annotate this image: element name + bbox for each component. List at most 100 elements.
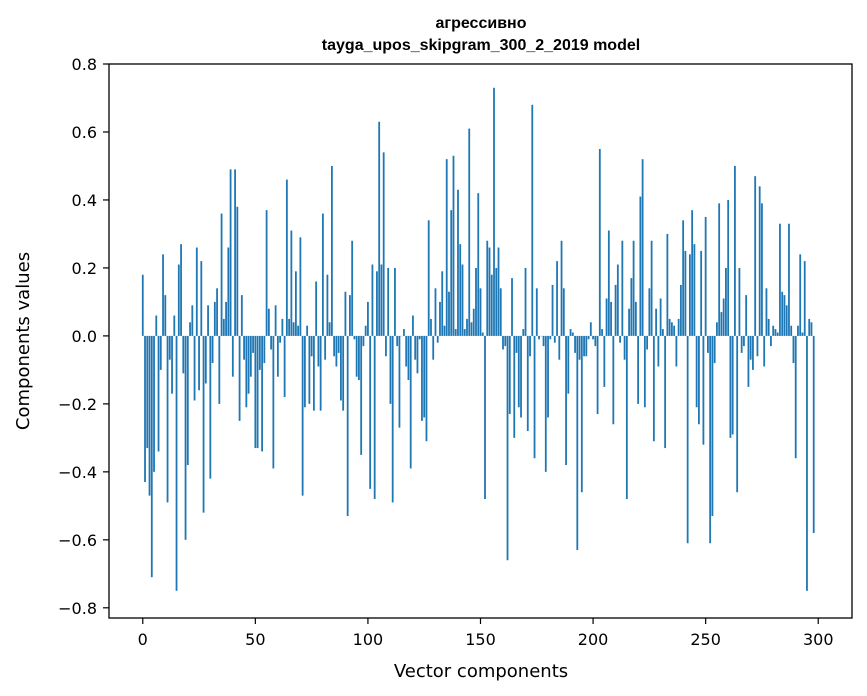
bar-12 xyxy=(168,335,171,360)
bar-176 xyxy=(538,335,540,340)
bar-266 xyxy=(740,335,743,353)
bar-47 xyxy=(247,335,250,394)
bar-256 xyxy=(718,203,721,336)
bar-253 xyxy=(711,335,714,517)
bar-2 xyxy=(146,335,149,449)
bar-259 xyxy=(725,267,727,336)
bar-210 xyxy=(614,284,617,336)
y-axis-label: Components values xyxy=(13,252,34,430)
bar-6 xyxy=(155,315,158,336)
bar-5 xyxy=(153,335,155,472)
bar-16 xyxy=(177,264,180,336)
bar-0 xyxy=(141,274,144,336)
bar-172 xyxy=(529,335,531,357)
bar-198 xyxy=(587,335,590,340)
bar-186 xyxy=(560,240,563,336)
x-tick-label: 50 xyxy=(245,630,265,649)
bar-162 xyxy=(506,335,509,561)
x-axis-ticks: 0 50 100 150 200 250 300 xyxy=(138,618,834,649)
bar-152 xyxy=(484,335,486,500)
bar-129 xyxy=(432,335,435,360)
bars-group xyxy=(141,87,815,591)
bar-54 xyxy=(263,335,266,364)
bar-38 xyxy=(227,247,230,336)
bar-10 xyxy=(164,295,167,336)
bar-127 xyxy=(427,220,430,336)
bar-297 xyxy=(810,322,813,336)
bar-223 xyxy=(643,335,646,408)
bar-247 xyxy=(698,335,700,425)
bar-48 xyxy=(249,335,252,377)
bar-78 xyxy=(317,335,320,367)
bar-276 xyxy=(763,335,766,367)
bar-109 xyxy=(387,267,390,336)
bar-11 xyxy=(166,335,169,503)
bar-149 xyxy=(477,193,480,336)
bar-242 xyxy=(686,335,689,544)
bar-235 xyxy=(670,322,673,336)
bar-62 xyxy=(281,318,284,336)
bar-31 xyxy=(211,335,214,364)
bar-252 xyxy=(709,335,712,544)
bar-99 xyxy=(364,325,367,336)
bar-234 xyxy=(668,318,671,336)
bar-97 xyxy=(360,335,363,455)
bar-75 xyxy=(310,335,313,357)
bar-87 xyxy=(337,335,340,353)
bar-45 xyxy=(243,335,245,360)
bar-21 xyxy=(189,322,191,336)
bar-150 xyxy=(479,288,482,336)
bar-9 xyxy=(162,254,164,336)
bar-182 xyxy=(551,284,554,336)
bar-155 xyxy=(490,274,493,336)
y-tick-label: 0.4 xyxy=(72,191,97,210)
bar-291 xyxy=(797,325,799,336)
bar-298 xyxy=(812,335,815,534)
bar-66 xyxy=(290,230,293,336)
bar-227 xyxy=(652,335,655,442)
bar-217 xyxy=(630,278,633,336)
bar-254 xyxy=(713,335,716,364)
bar-244 xyxy=(691,210,694,336)
bar-215 xyxy=(625,335,628,500)
bar-185 xyxy=(558,335,561,360)
bar-164 xyxy=(511,278,513,336)
chart-title-line-1: агрессивно xyxy=(436,15,527,32)
bar-69 xyxy=(297,325,300,336)
bar-282 xyxy=(776,332,779,336)
bar-18 xyxy=(182,335,185,374)
bar-228 xyxy=(655,308,658,336)
bar-79 xyxy=(319,335,322,411)
bar-153 xyxy=(486,240,489,336)
bar-145 xyxy=(468,128,471,336)
bar-103 xyxy=(373,335,376,500)
bar-191 xyxy=(571,332,574,336)
bar-205 xyxy=(603,335,606,387)
bar-27 xyxy=(202,335,205,513)
bar-43 xyxy=(238,335,241,421)
bar-41 xyxy=(234,169,236,336)
bar-124 xyxy=(421,335,423,421)
bar-268 xyxy=(745,295,748,336)
bar-161 xyxy=(504,335,507,347)
bar-220 xyxy=(637,335,640,404)
bar-138 xyxy=(452,155,455,336)
bar-104 xyxy=(376,271,378,336)
bar-15 xyxy=(175,335,178,591)
bar-90 xyxy=(344,291,347,336)
bar-29 xyxy=(207,305,209,336)
bar-243 xyxy=(688,254,691,336)
bar-131 xyxy=(436,335,439,343)
chart-title-line-2: tayga_upos_skipgram_300_2_2019 model xyxy=(322,37,640,54)
bar-3 xyxy=(148,335,151,496)
bar-40 xyxy=(231,335,234,377)
bar-216 xyxy=(628,308,630,336)
bar-140 xyxy=(457,189,459,336)
bar-193 xyxy=(576,335,579,551)
bar-207 xyxy=(607,230,610,336)
bar-17 xyxy=(180,244,182,336)
bar-22 xyxy=(191,305,194,336)
bar-294 xyxy=(803,261,806,336)
bar-121 xyxy=(414,335,417,360)
